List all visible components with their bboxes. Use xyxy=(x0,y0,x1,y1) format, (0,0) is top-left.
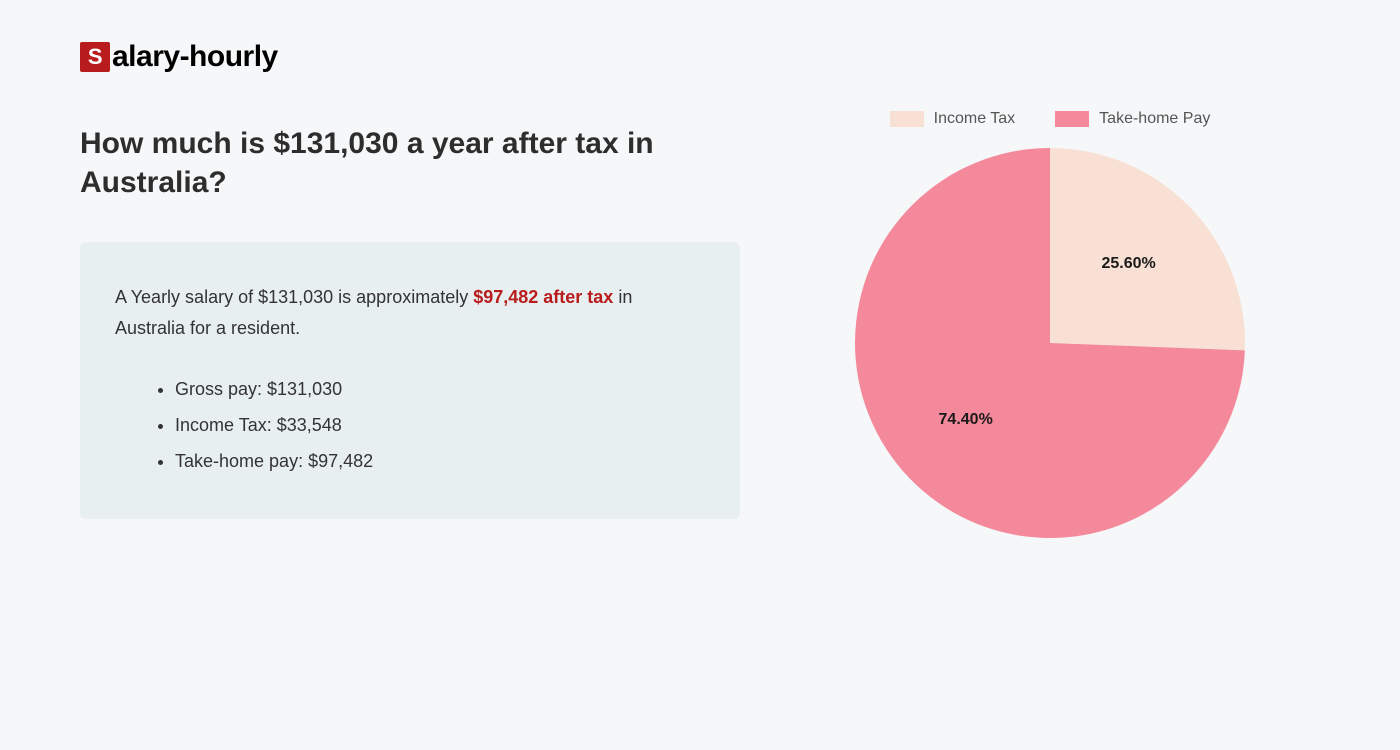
list-item: Take-home pay: $97,482 xyxy=(175,443,705,479)
legend-item-income-tax: Income Tax xyxy=(890,110,1016,128)
logo-badge: S xyxy=(80,42,110,72)
legend-swatch xyxy=(890,111,924,127)
summary-box: A Yearly salary of $131,030 is approxima… xyxy=(80,242,740,519)
list-item: Gross pay: $131,030 xyxy=(175,371,705,407)
legend-item-take-home: Take-home Pay xyxy=(1055,110,1210,128)
pie-slice-label: 74.40% xyxy=(939,411,993,429)
breakdown-list: Gross pay: $131,030 Income Tax: $33,548 … xyxy=(115,371,705,479)
summary-text: A Yearly salary of $131,030 is approxima… xyxy=(115,282,705,343)
summary-highlight: $97,482 after tax xyxy=(473,287,613,307)
legend-swatch xyxy=(1055,111,1089,127)
pie-svg xyxy=(855,148,1245,538)
site-logo: Salary-hourly xyxy=(80,40,740,74)
legend-label: Take-home Pay xyxy=(1099,110,1210,128)
pie-slice-label: 25.60% xyxy=(1101,255,1155,273)
logo-text: alary-hourly xyxy=(112,40,278,74)
chart-legend: Income Tax Take-home Pay xyxy=(890,110,1211,128)
summary-prefix: A Yearly salary of $131,030 is approxima… xyxy=(115,287,473,307)
list-item: Income Tax: $33,548 xyxy=(175,407,705,443)
pie-chart: 25.60% 74.40% xyxy=(855,148,1245,538)
legend-label: Income Tax xyxy=(934,110,1016,128)
page-title: How much is $131,030 a year after tax in… xyxy=(80,124,660,202)
pie-slice xyxy=(1050,148,1245,350)
